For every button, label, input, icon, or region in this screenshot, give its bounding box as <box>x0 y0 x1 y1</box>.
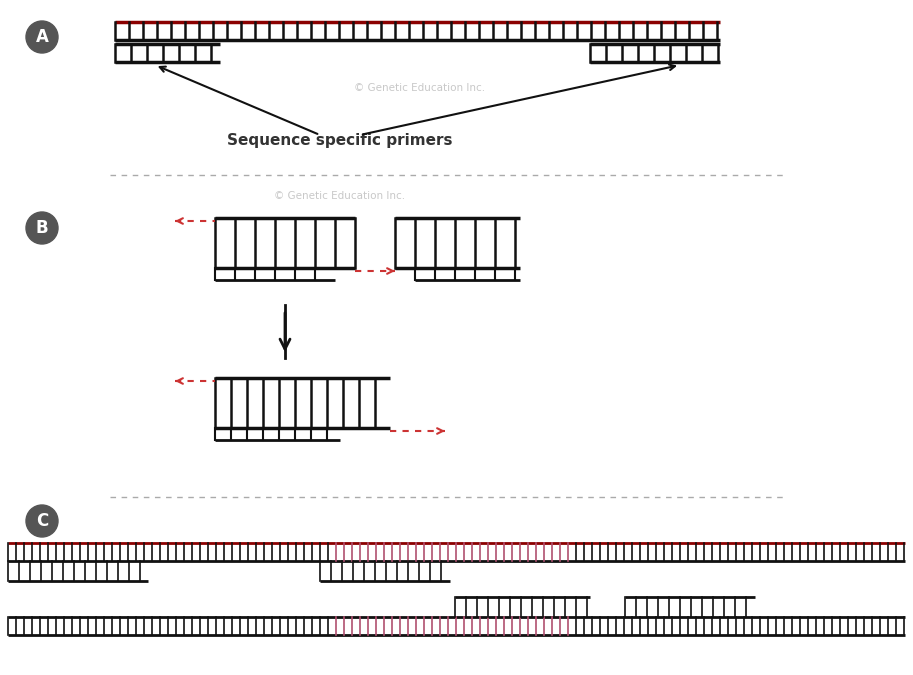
Circle shape <box>26 21 58 53</box>
Text: Sequence specific primers: Sequence specific primers <box>227 132 453 148</box>
Text: A: A <box>36 28 48 46</box>
Circle shape <box>26 212 58 244</box>
Text: C: C <box>36 512 48 530</box>
Text: © Genetic Education Inc.: © Genetic Education Inc. <box>354 83 486 93</box>
Text: © Genetic Education Inc.: © Genetic Education Inc. <box>275 191 405 201</box>
Text: B: B <box>36 219 48 237</box>
Circle shape <box>26 505 58 537</box>
